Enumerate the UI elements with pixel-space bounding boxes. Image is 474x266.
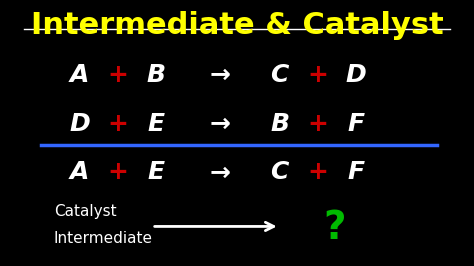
- Text: Intermediate: Intermediate: [54, 231, 153, 246]
- Text: E: E: [147, 160, 164, 185]
- Text: C: C: [270, 63, 289, 87]
- Text: Catalyst: Catalyst: [54, 205, 117, 219]
- Text: Intermediate & Catalyst: Intermediate & Catalyst: [31, 11, 443, 40]
- Text: +: +: [308, 63, 328, 87]
- Text: E: E: [147, 112, 164, 136]
- Text: A: A: [70, 63, 89, 87]
- Text: →: →: [210, 112, 230, 136]
- Text: +: +: [308, 160, 328, 185]
- Text: C: C: [270, 160, 289, 185]
- Text: +: +: [107, 63, 128, 87]
- Text: B: B: [270, 112, 289, 136]
- Text: D: D: [69, 112, 90, 136]
- Text: B: B: [146, 63, 165, 87]
- Text: →: →: [210, 63, 230, 87]
- Text: +: +: [107, 112, 128, 136]
- Text: F: F: [347, 160, 365, 185]
- Text: →: →: [210, 160, 230, 185]
- Text: D: D: [346, 63, 366, 87]
- Text: A: A: [70, 160, 89, 185]
- Text: +: +: [107, 160, 128, 185]
- Text: +: +: [308, 112, 328, 136]
- Text: F: F: [347, 112, 365, 136]
- Text: ?: ?: [324, 209, 346, 247]
